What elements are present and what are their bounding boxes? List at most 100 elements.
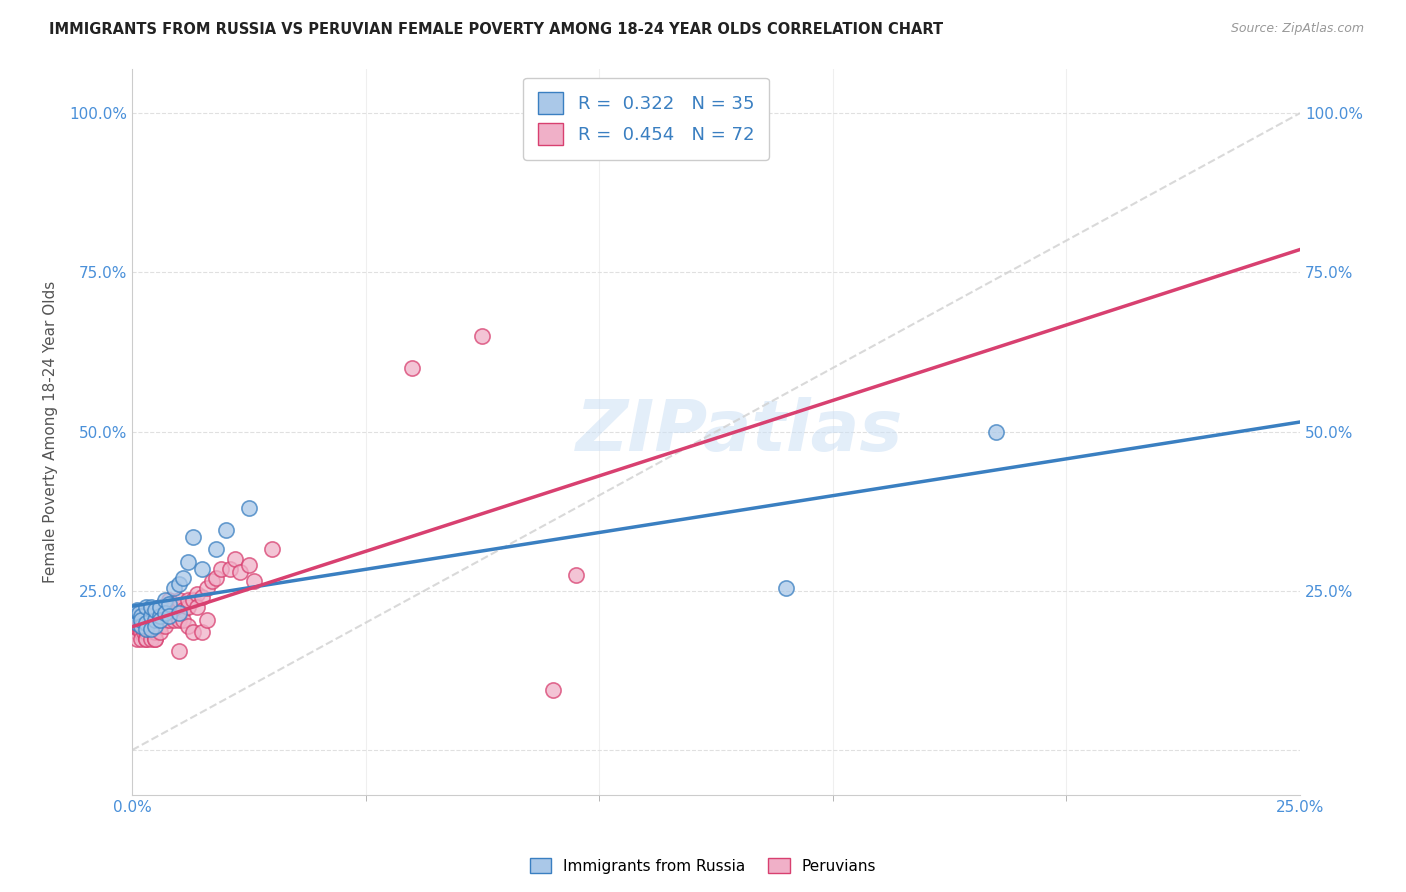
Point bbox=[167, 577, 190, 591]
Point bbox=[172, 613, 194, 627]
Point bbox=[177, 555, 200, 569]
Point bbox=[238, 501, 260, 516]
Point bbox=[986, 425, 1008, 439]
Point bbox=[167, 613, 190, 627]
Point bbox=[191, 591, 214, 605]
Point bbox=[214, 524, 236, 538]
Point bbox=[186, 599, 208, 614]
Point bbox=[125, 625, 148, 640]
Point bbox=[135, 613, 157, 627]
Point bbox=[128, 606, 150, 620]
Point bbox=[177, 599, 200, 614]
Point bbox=[145, 632, 167, 646]
Point bbox=[159, 609, 181, 624]
Point bbox=[145, 619, 167, 633]
Point bbox=[149, 613, 172, 627]
Point bbox=[135, 622, 157, 636]
Point bbox=[181, 625, 204, 640]
Point bbox=[139, 609, 162, 624]
Point bbox=[224, 552, 246, 566]
Point bbox=[541, 682, 564, 697]
Point bbox=[145, 625, 167, 640]
Point bbox=[191, 625, 214, 640]
Point bbox=[177, 619, 200, 633]
Point bbox=[219, 561, 242, 575]
Text: ZIPatlas: ZIPatlas bbox=[575, 397, 903, 467]
Point bbox=[172, 603, 194, 617]
Point bbox=[135, 622, 157, 636]
Point bbox=[139, 599, 162, 614]
Point bbox=[153, 593, 176, 607]
Point bbox=[149, 606, 172, 620]
Point bbox=[167, 606, 190, 620]
Point bbox=[159, 597, 181, 611]
Point bbox=[167, 599, 190, 614]
Point bbox=[172, 571, 194, 585]
Point bbox=[775, 581, 797, 595]
Point bbox=[149, 599, 172, 614]
Point bbox=[125, 632, 148, 646]
Point bbox=[145, 619, 167, 633]
Y-axis label: Female Poverty Among 18-24 Year Olds: Female Poverty Among 18-24 Year Olds bbox=[44, 280, 58, 582]
Point bbox=[159, 606, 181, 620]
Point bbox=[131, 613, 153, 627]
Point bbox=[125, 615, 148, 630]
Point bbox=[238, 558, 260, 573]
Point bbox=[153, 613, 176, 627]
Point bbox=[228, 565, 250, 579]
Point bbox=[205, 571, 228, 585]
Point bbox=[138, 615, 160, 630]
Point bbox=[139, 619, 162, 633]
Point bbox=[163, 599, 186, 614]
Point bbox=[159, 593, 181, 607]
Point bbox=[139, 622, 162, 636]
Point bbox=[181, 593, 204, 607]
Point bbox=[153, 599, 176, 614]
Point bbox=[195, 613, 218, 627]
Point bbox=[163, 613, 186, 627]
Point bbox=[163, 581, 186, 595]
Point bbox=[401, 360, 423, 375]
Point bbox=[124, 609, 146, 624]
Point bbox=[131, 619, 153, 633]
Point bbox=[135, 615, 157, 630]
Point bbox=[181, 530, 204, 544]
Point bbox=[131, 609, 153, 624]
Point bbox=[125, 615, 148, 630]
Point bbox=[153, 609, 176, 624]
Point bbox=[145, 613, 167, 627]
Point bbox=[132, 625, 155, 640]
Point bbox=[128, 622, 150, 636]
Legend: R =  0.322   N = 35, R =  0.454   N = 72: R = 0.322 N = 35, R = 0.454 N = 72 bbox=[523, 78, 769, 160]
Point bbox=[122, 615, 145, 630]
Point bbox=[163, 606, 186, 620]
Point bbox=[131, 625, 153, 640]
Point bbox=[135, 599, 157, 614]
Point bbox=[124, 606, 146, 620]
Point bbox=[149, 625, 172, 640]
Point bbox=[142, 625, 165, 640]
Point bbox=[135, 625, 157, 640]
Point bbox=[200, 574, 222, 589]
Text: Source: ZipAtlas.com: Source: ZipAtlas.com bbox=[1230, 22, 1364, 36]
Point bbox=[135, 632, 157, 646]
Point bbox=[145, 603, 167, 617]
Point bbox=[131, 619, 153, 633]
Legend: Immigrants from Russia, Peruvians: Immigrants from Russia, Peruvians bbox=[523, 852, 883, 880]
Point bbox=[125, 603, 148, 617]
Text: IMMIGRANTS FROM RUSSIA VS PERUVIAN FEMALE POVERTY AMONG 18-24 YEAR OLDS CORRELAT: IMMIGRANTS FROM RUSSIA VS PERUVIAN FEMAL… bbox=[49, 22, 943, 37]
Point bbox=[167, 593, 190, 607]
Point bbox=[195, 581, 218, 595]
Point bbox=[124, 619, 146, 633]
Point bbox=[186, 587, 208, 601]
Point bbox=[139, 632, 162, 646]
Point bbox=[131, 632, 153, 646]
Point bbox=[145, 632, 167, 646]
Point bbox=[128, 619, 150, 633]
Point bbox=[153, 606, 176, 620]
Point bbox=[177, 593, 200, 607]
Point bbox=[145, 613, 167, 627]
Point bbox=[139, 625, 162, 640]
Point bbox=[149, 599, 172, 614]
Point bbox=[135, 632, 157, 646]
